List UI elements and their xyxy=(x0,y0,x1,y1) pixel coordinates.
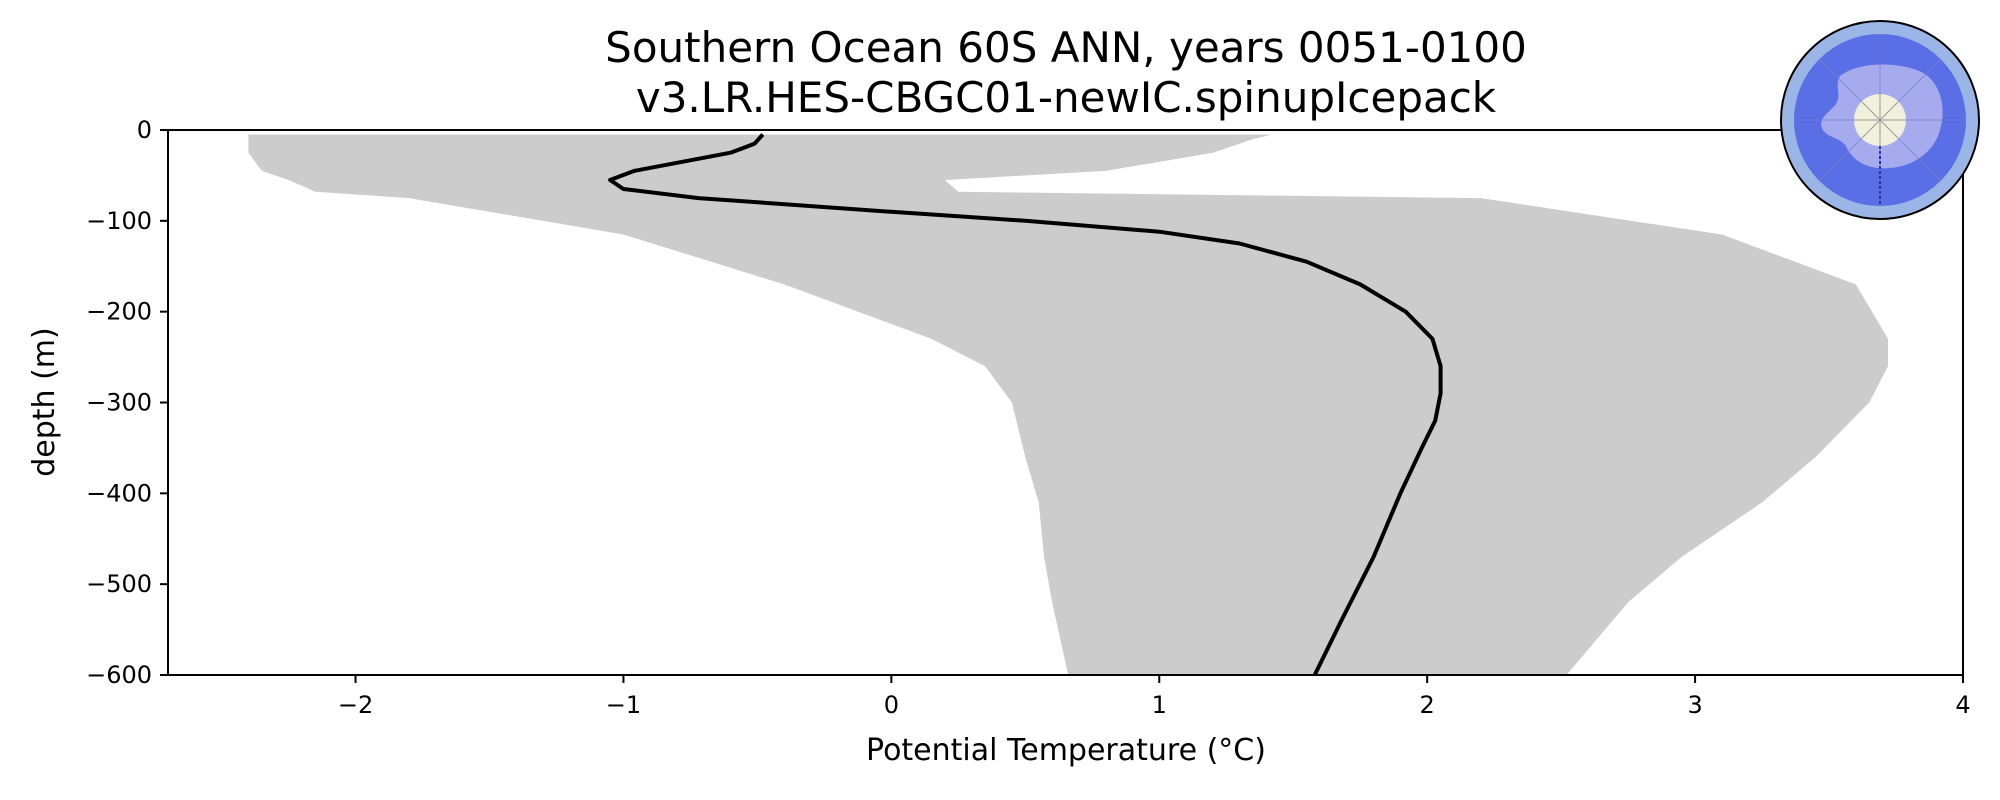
x-tick-label: 0 xyxy=(884,691,899,719)
x-tick-label: 1 xyxy=(1152,691,1167,719)
spread-band xyxy=(248,134,1888,675)
x-tick-label: 2 xyxy=(1420,691,1435,719)
x-axis: −2 −1 0 1 2 3 4 xyxy=(338,675,1971,719)
y-tick-label: −200 xyxy=(86,298,152,326)
y-tick-label: −300 xyxy=(86,389,152,417)
chart-subtitle: v3.LR.HES-CBGC01-newIC.spinupIcepack xyxy=(636,73,1497,122)
y-axis: 0 −100 −200 −300 −400 −500 −600 xyxy=(86,116,168,689)
plot-area xyxy=(167,129,1964,676)
y-tick-label: 0 xyxy=(137,116,152,144)
chart-title: Southern Ocean 60S ANN, years 0051-0100 xyxy=(605,23,1527,72)
line-layer xyxy=(608,133,1443,676)
y-tick-label: −500 xyxy=(86,570,152,598)
y-axis-label: depth (m) xyxy=(27,327,62,477)
spread-layer xyxy=(248,134,1888,675)
x-tick-label: 4 xyxy=(1955,691,1970,719)
mean-profile-line xyxy=(608,133,1443,676)
y-tick-label: −600 xyxy=(86,661,152,689)
x-tick-label: −1 xyxy=(606,691,641,719)
y-tick-label: −100 xyxy=(86,207,152,235)
map-pole-grid xyxy=(1854,94,1906,146)
x-tick-label: −2 xyxy=(338,691,373,719)
y-tick-label: −400 xyxy=(86,479,152,507)
south-polar-map-inset xyxy=(1780,20,1980,220)
x-tick-label: 3 xyxy=(1687,691,1702,719)
x-axis-label: Potential Temperature (°C) xyxy=(866,733,1266,768)
